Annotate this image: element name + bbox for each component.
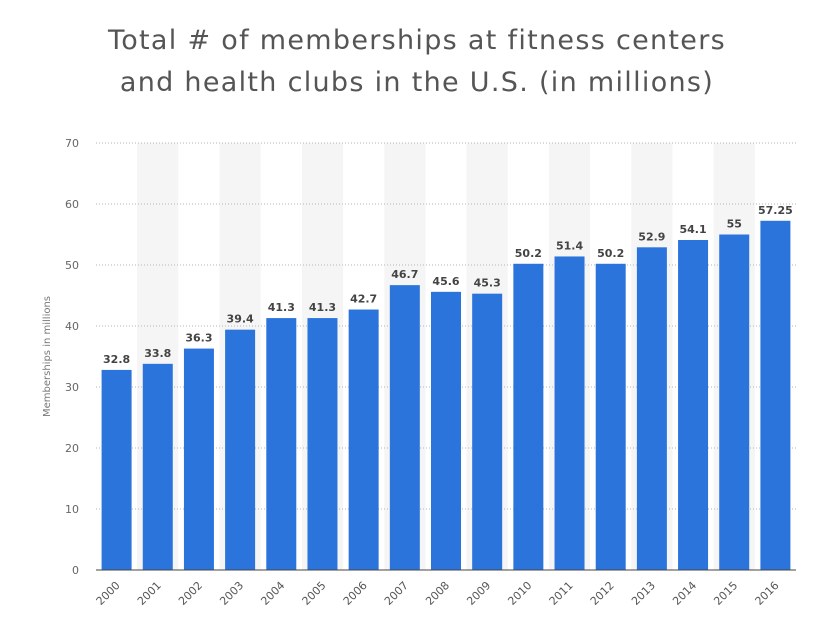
bar <box>307 318 338 570</box>
bar <box>636 247 667 570</box>
x-tick-label: 2002 <box>176 579 205 608</box>
data-label: 45.6 <box>432 275 459 288</box>
bar <box>472 293 503 570</box>
y-tick-label: 10 <box>65 503 79 516</box>
x-tick-label: 2010 <box>505 579 534 608</box>
bar <box>554 256 585 570</box>
bar <box>719 234 750 570</box>
data-label: 41.3 <box>309 301 336 314</box>
x-tick-label: 2014 <box>670 579 699 608</box>
x-tick-label: 2016 <box>753 579 782 608</box>
x-tick-label: 2008 <box>423 579 452 608</box>
bar <box>101 369 132 570</box>
bar <box>513 263 544 570</box>
y-tick-label: 50 <box>65 259 79 272</box>
data-label: 54.1 <box>679 223 706 236</box>
bar <box>595 263 626 570</box>
y-tick-label: 20 <box>65 442 79 455</box>
chart-title-line-2: and health clubs in the U.S. (in million… <box>119 67 715 98</box>
data-label: 55 <box>727 218 742 231</box>
data-label: 32.8 <box>103 353 130 366</box>
data-label: 45.3 <box>474 277 501 290</box>
x-tick-label: 2001 <box>135 579 164 608</box>
data-label: 33.8 <box>144 347 171 360</box>
x-tick-label: 2003 <box>217 579 246 608</box>
bar <box>678 239 709 571</box>
y-tick-label: 70 <box>65 137 79 150</box>
x-axis-ticks: 2000 2001 2002 2003 2004 2005 2006 2007 2008 2009… <box>94 579 782 608</box>
x-tick-label: 2000 <box>94 579 123 608</box>
bar <box>266 318 297 570</box>
y-axis-label: Memberships in millions <box>42 296 53 417</box>
y-tick-label: 0 <box>72 564 79 577</box>
bar <box>225 329 256 570</box>
bar <box>142 363 173 570</box>
x-tick-label: 2011 <box>547 579 576 608</box>
data-label: 50.2 <box>515 247 542 260</box>
y-tick-label: 60 <box>65 198 79 211</box>
x-tick-label: 2006 <box>341 579 370 608</box>
x-tick-label: 2012 <box>588 579 617 608</box>
data-label: 36.3 <box>185 332 212 345</box>
data-label: 51.4 <box>556 239 583 252</box>
data-label: 46.7 <box>391 268 418 281</box>
data-label: 50.2 <box>597 247 624 260</box>
x-tick-label: 2005 <box>300 579 329 608</box>
y-tick-label: 40 <box>65 320 79 333</box>
data-label: 39.4 <box>227 313 254 326</box>
y-tick-label: 30 <box>65 381 79 394</box>
data-label: 52.9 <box>638 230 665 243</box>
x-tick-label: 2009 <box>464 579 493 608</box>
data-label: 42.7 <box>350 293 377 306</box>
bar <box>348 309 379 570</box>
x-tick-label: 2013 <box>629 579 658 608</box>
bar <box>760 220 791 570</box>
y-axis-ticks: 0 10 20 30 40 50 60 70 <box>65 137 79 577</box>
x-tick-label: 2007 <box>382 579 411 608</box>
x-tick-label: 2004 <box>258 579 287 608</box>
bars <box>101 220 791 571</box>
x-tick-label: 2015 <box>711 579 740 608</box>
data-label: 41.3 <box>268 301 295 314</box>
bar <box>431 291 461 570</box>
chart-title-line-1: Total # of memberships at fitness center… <box>108 25 726 56</box>
bar <box>389 285 420 570</box>
data-labels: 32.8 33.8 36.3 39.4 41.3 41.3 42.7 46.7 45.6 45.3… <box>103 204 793 366</box>
data-label: 57.25 <box>758 204 793 217</box>
chart-title: Total # of memberships at fitness center… <box>0 20 834 104</box>
bar <box>183 348 214 570</box>
